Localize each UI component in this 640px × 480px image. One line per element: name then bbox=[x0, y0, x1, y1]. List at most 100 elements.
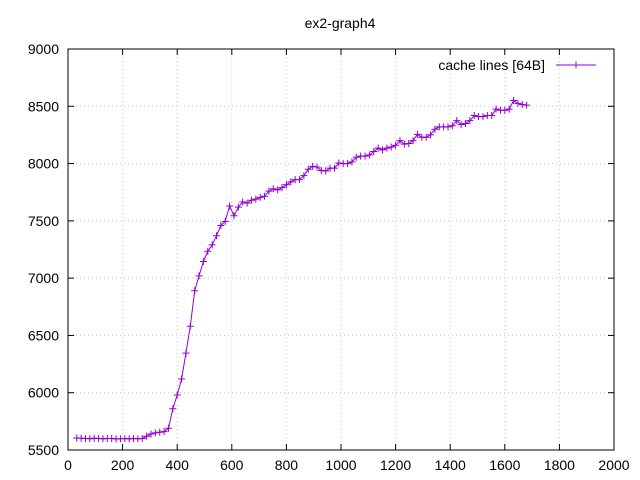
data-point-marker bbox=[178, 375, 186, 383]
data-point-marker bbox=[361, 152, 369, 160]
data-point-marker bbox=[453, 117, 461, 125]
data-point-marker bbox=[510, 97, 518, 105]
data-point-marker bbox=[378, 146, 386, 154]
data-point-marker bbox=[396, 137, 404, 145]
grid-lines bbox=[68, 49, 614, 450]
data-point-marker bbox=[296, 176, 304, 184]
data-point-marker bbox=[213, 232, 221, 240]
data-point-marker bbox=[514, 99, 522, 107]
data-point-marker bbox=[387, 143, 395, 151]
data-point-marker bbox=[448, 122, 456, 130]
data-point-marker bbox=[86, 435, 94, 443]
y-tick-label: 9000 bbox=[28, 41, 59, 57]
data-point-marker bbox=[191, 287, 199, 295]
data-point-marker bbox=[164, 424, 172, 432]
data-point-marker bbox=[204, 247, 212, 255]
data-point-marker bbox=[518, 101, 526, 109]
legend-marker-plus bbox=[572, 61, 580, 69]
data-point-marker bbox=[523, 101, 531, 109]
data-point-marker bbox=[278, 184, 286, 192]
data-point-marker bbox=[208, 241, 216, 249]
data-point-marker bbox=[182, 349, 190, 357]
data-point-marker bbox=[365, 151, 373, 159]
data-point-marker bbox=[444, 123, 452, 131]
data-point-marker bbox=[138, 435, 146, 443]
y-axis-ticks: 5500 6000 6500 7000 7500 8000 8500 9000 bbox=[28, 41, 614, 458]
y-tick-label: 8500 bbox=[28, 98, 59, 114]
data-point-marker bbox=[409, 137, 417, 145]
legend-marker bbox=[572, 61, 580, 69]
x-tick-label: 1200 bbox=[380, 457, 411, 473]
y-tick-label: 5500 bbox=[28, 442, 59, 458]
data-point-marker bbox=[265, 187, 273, 195]
x-tick-label: 400 bbox=[166, 457, 190, 473]
data-point-marker bbox=[330, 164, 338, 172]
data-point-marker bbox=[317, 166, 325, 174]
y-tick-label: 6000 bbox=[28, 385, 59, 401]
series-line bbox=[76, 99, 527, 440]
data-point-marker bbox=[352, 153, 360, 161]
x-tick-label: 1800 bbox=[544, 457, 575, 473]
data-point-marker bbox=[370, 148, 378, 156]
data-point-marker bbox=[309, 162, 317, 170]
data-point-marker bbox=[335, 159, 343, 167]
data-point-marker bbox=[348, 158, 356, 166]
y-tick-label: 6500 bbox=[28, 327, 59, 343]
data-point-marker bbox=[143, 432, 151, 440]
data-point-marker bbox=[405, 140, 413, 148]
data-point-marker bbox=[492, 105, 500, 113]
x-tick-label: 1400 bbox=[435, 457, 466, 473]
data-point-marker bbox=[466, 117, 474, 125]
data-point-marker bbox=[147, 430, 155, 438]
data-point-marker bbox=[322, 167, 330, 175]
data-point-marker bbox=[239, 198, 247, 206]
data-point-marker bbox=[304, 165, 312, 173]
data-point-marker bbox=[427, 131, 435, 139]
data-point-marker bbox=[156, 428, 164, 436]
data-point-marker bbox=[234, 203, 242, 211]
chart-title: ex2-graph4 bbox=[305, 15, 376, 31]
data-point-marker bbox=[217, 221, 225, 229]
data-point-marker bbox=[501, 106, 509, 114]
data-point-marker bbox=[287, 178, 295, 186]
series-group bbox=[73, 97, 531, 443]
data-point-marker bbox=[470, 111, 478, 119]
data-point-marker bbox=[479, 113, 487, 121]
data-point-marker bbox=[282, 181, 290, 189]
data-point-marker bbox=[186, 322, 194, 330]
data-point-marker bbox=[300, 172, 308, 180]
data-point-marker bbox=[383, 144, 391, 152]
data-point-marker bbox=[461, 119, 469, 127]
data-point-marker bbox=[160, 428, 168, 436]
data-point-marker bbox=[374, 144, 382, 152]
data-point-marker bbox=[226, 202, 234, 210]
x-tick-label: 600 bbox=[220, 457, 244, 473]
legend: cache lines [64B] bbox=[438, 57, 596, 73]
data-point-marker bbox=[505, 105, 513, 113]
data-point-marker bbox=[261, 192, 269, 200]
x-axis-ticks: 0 200 400 600 800 1000 1200 1400 1600 1800 2000 bbox=[64, 49, 630, 473]
data-point-marker bbox=[199, 258, 207, 266]
data-point-marker bbox=[243, 199, 251, 207]
data-point-marker bbox=[400, 140, 408, 148]
data-point-marker bbox=[431, 125, 439, 133]
data-point-marker bbox=[413, 130, 421, 138]
data-point-marker bbox=[195, 272, 203, 280]
y-tick-label: 7500 bbox=[28, 213, 59, 229]
data-point-marker bbox=[247, 196, 255, 204]
data-point-marker bbox=[313, 163, 321, 171]
x-tick-label: 0 bbox=[64, 457, 72, 473]
data-point-marker bbox=[173, 391, 181, 399]
data-point-marker bbox=[169, 405, 177, 413]
x-tick-label: 200 bbox=[111, 457, 135, 473]
x-tick-label: 2000 bbox=[598, 457, 629, 473]
plot-border bbox=[67, 48, 615, 451]
x-tick-label: 1600 bbox=[489, 457, 520, 473]
data-point-marker bbox=[457, 121, 465, 129]
data-point-marker bbox=[422, 133, 430, 141]
data-point-marker bbox=[488, 111, 496, 119]
legend-label: cache lines [64B] bbox=[438, 57, 545, 73]
data-point-marker bbox=[274, 186, 282, 194]
data-point-marker bbox=[269, 185, 277, 193]
